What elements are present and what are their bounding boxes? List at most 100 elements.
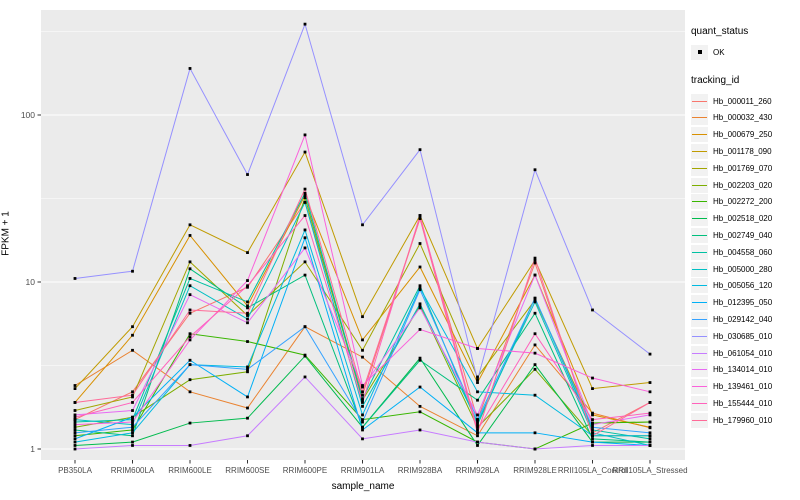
data-point-marker: [188, 421, 192, 425]
data-point-marker: [246, 416, 249, 420]
data-point-marker: [533, 363, 537, 367]
data-point-marker: [648, 437, 652, 441]
data-point-marker: [131, 269, 134, 273]
data-point-marker: [303, 191, 307, 195]
data-point-marker: [591, 423, 594, 426]
data-point-marker: [361, 384, 364, 387]
data-point-marker: [361, 437, 364, 441]
legend-entry-label: Hb_030685_010: [713, 331, 773, 341]
legend-entry-label: Hb_005000_280: [713, 264, 773, 274]
legend-entry-label: Hb_134014_010: [713, 365, 773, 375]
data-point-marker: [303, 200, 307, 204]
data-point-marker: [188, 284, 192, 288]
y-tick-label: 10: [26, 277, 36, 287]
legend-entry: Hb_005000_280: [691, 261, 799, 278]
legend-entry-label: Hb_179960_010: [713, 415, 773, 425]
data-point-marker: [131, 393, 134, 397]
legend-key-box: [691, 278, 708, 294]
legend-entry-label: Hb_139461_010: [713, 382, 773, 392]
legend-entry: Hb_134014_010: [691, 362, 799, 379]
data-point-marker: [418, 410, 422, 414]
legend-title-tracking-id: tracking_id: [691, 74, 740, 86]
data-point-marker: [188, 378, 192, 382]
y-axis-title: FPKM + 1: [0, 211, 12, 256]
data-point-marker: [418, 286, 422, 290]
data-point-marker: [73, 418, 77, 421]
x-tick-label: RRII105LA_Stressed: [612, 466, 688, 475]
data-point-marker: [418, 306, 422, 310]
data-point-marker: [73, 401, 77, 404]
data-point-marker: [591, 444, 594, 447]
data-point-marker: [303, 187, 307, 191]
data-point-marker: [188, 444, 192, 447]
data-point-marker: [591, 413, 594, 417]
data-point-marker: [418, 358, 422, 362]
x-tick-label: RRIM600PE: [282, 466, 328, 475]
legend-entry: Hb_012395_050: [691, 294, 799, 311]
data-point-marker: [131, 428, 134, 432]
data-point-marker: [131, 390, 134, 394]
data-point-marker: [648, 434, 652, 438]
legend-key-box: [691, 127, 708, 143]
data-point-marker: [303, 22, 307, 26]
data-point-marker: [246, 395, 249, 399]
data-point-marker: [648, 411, 652, 415]
data-point-marker: [418, 242, 422, 245]
data-point-marker: [303, 273, 307, 277]
data-point-marker: [648, 401, 652, 404]
data-point-marker: [648, 440, 652, 444]
data-point-marker: [246, 317, 249, 321]
data-point-marker: [361, 385, 364, 389]
legend-entry-label: Hb_005056_120: [713, 281, 773, 291]
data-point-marker: [533, 447, 537, 451]
data-point-marker: [533, 393, 537, 397]
legend-entry: Hb_000032_430: [691, 110, 799, 127]
legend-key-box: [691, 228, 708, 244]
data-point-marker: [591, 411, 594, 415]
data-point-marker: [73, 434, 77, 438]
legend-line-icon: [692, 235, 707, 237]
data-point-marker: [418, 328, 422, 331]
data-point-marker: [648, 431, 652, 435]
data-point-marker: [303, 354, 307, 358]
data-point-marker: [533, 343, 537, 347]
data-point-marker: [476, 390, 479, 394]
data-point-marker: [476, 444, 479, 447]
data-point-marker: [246, 340, 249, 343]
data-point-marker: [361, 420, 364, 424]
data-point-marker: [246, 304, 249, 308]
data-point-marker: [188, 277, 192, 280]
data-point-marker: [303, 150, 307, 154]
data-point-marker: [188, 335, 192, 339]
data-point-marker: [591, 418, 594, 421]
legend-entry: Hb_030685_010: [691, 328, 799, 345]
data-point-marker: [476, 440, 479, 444]
legend-tracking-entries: Hb_000011_260 Hb_000032_430 Hb_000679_250 H…: [691, 93, 799, 429]
legend-entry-label: Hb_029142_040: [713, 315, 773, 325]
legend-line-icon: [692, 117, 707, 119]
legend-key-box: [691, 379, 708, 395]
legend-key-box: [691, 312, 708, 328]
data-point-marker: [648, 425, 652, 429]
data-point-marker: [246, 434, 249, 438]
data-point-marker: [648, 352, 652, 356]
data-point-marker: [361, 348, 364, 352]
legend-line-icon: [692, 151, 707, 153]
legend-entry: Hb_179960_010: [691, 412, 799, 429]
data-point-marker: [188, 223, 192, 227]
data-point-marker: [533, 298, 537, 302]
legend-entry: Hb_061054_010: [691, 345, 799, 362]
legend-key-box: [691, 93, 708, 109]
x-tick-label: RRIM901LA: [340, 466, 385, 475]
y-tick-label: 1: [30, 444, 35, 454]
legend-key-box: [691, 261, 708, 277]
legend-entry-label: Hb_155444_010: [713, 399, 773, 409]
data-point-marker: [188, 358, 192, 362]
legend-key-box: [691, 160, 708, 176]
data-point-marker: [188, 234, 192, 237]
legend-line-icon: [692, 184, 707, 186]
x-axis-title: sample_name: [331, 481, 395, 492]
data-point-marker: [418, 428, 422, 432]
data-point-marker: [533, 258, 537, 262]
data-point-marker: [591, 440, 594, 444]
